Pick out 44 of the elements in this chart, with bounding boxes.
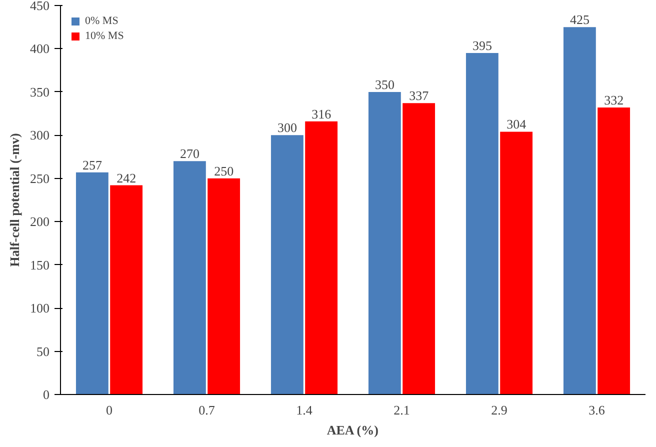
legend-label: 10% MS bbox=[85, 30, 124, 42]
bar bbox=[402, 103, 436, 394]
y-tick-label: 150 bbox=[30, 257, 50, 272]
legend-label: 0% MS bbox=[85, 15, 118, 27]
data-label: 270 bbox=[180, 146, 200, 162]
data-label: 350 bbox=[374, 76, 394, 92]
y-tick-label: 0 bbox=[43, 387, 50, 402]
y-axis-title: Half-cell potential (-mv) bbox=[7, 133, 22, 267]
bar bbox=[500, 132, 533, 394]
data-label: 395 bbox=[472, 38, 492, 54]
data-label: 332 bbox=[604, 92, 624, 108]
data-label: 300 bbox=[277, 120, 297, 136]
data-label: 304 bbox=[506, 116, 527, 132]
bar bbox=[368, 92, 401, 394]
x-axis-title: AEA (%) bbox=[326, 422, 378, 438]
bar bbox=[208, 178, 240, 394]
bar bbox=[173, 161, 206, 394]
data-label: 337 bbox=[409, 88, 430, 104]
x-tick-label: 3.6 bbox=[588, 402, 606, 418]
data-label: 257 bbox=[82, 157, 102, 172]
bar bbox=[270, 135, 304, 394]
bar bbox=[110, 185, 143, 394]
y-tick-label: 250 bbox=[30, 170, 50, 186]
data-label: 250 bbox=[214, 163, 234, 178]
bar bbox=[76, 172, 108, 394]
bar bbox=[466, 53, 498, 394]
data-label: 316 bbox=[312, 106, 332, 122]
x-tick-label: 1.4 bbox=[296, 402, 313, 418]
y-tick-label: 400 bbox=[30, 41, 50, 56]
x-tick-label: 0.7 bbox=[198, 402, 216, 418]
x-tick-label: 2.1 bbox=[394, 402, 410, 418]
bar bbox=[598, 108, 630, 394]
y-tick-label: 300 bbox=[30, 128, 50, 143]
x-tick-label: 2.9 bbox=[491, 402, 508, 418]
y-tick-label: 200 bbox=[30, 214, 50, 230]
data-label: 425 bbox=[570, 12, 590, 28]
y-tick-label: 450 bbox=[30, 0, 50, 13]
data-label: 242 bbox=[116, 170, 136, 186]
bar bbox=[563, 27, 596, 394]
bar bbox=[305, 121, 338, 394]
y-tick-label: 100 bbox=[30, 300, 50, 316]
x-tick-label: 0 bbox=[106, 402, 112, 418]
y-tick-label: 350 bbox=[30, 84, 50, 100]
y-tick-label: 50 bbox=[36, 344, 50, 359]
